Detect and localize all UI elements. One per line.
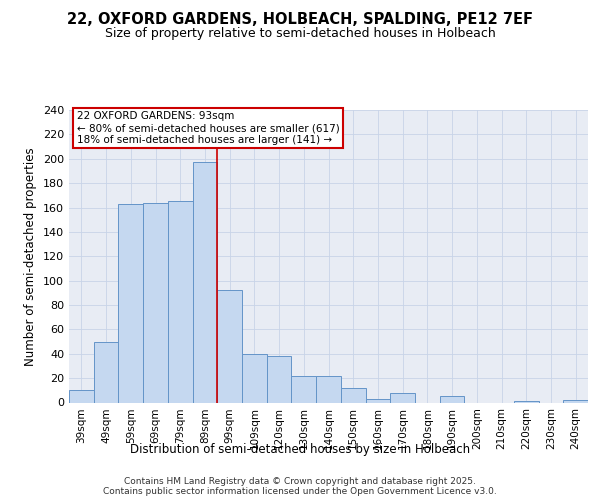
Bar [242, 354, 267, 403]
Bar [267, 356, 292, 403]
Text: Contains HM Land Registry data © Crown copyright and database right 2025.: Contains HM Land Registry data © Crown c… [124, 478, 476, 486]
Bar [94, 342, 118, 402]
Text: 22, OXFORD GARDENS, HOLBEACH, SPALDING, PE12 7EF: 22, OXFORD GARDENS, HOLBEACH, SPALDING, … [67, 12, 533, 28]
Bar [341, 388, 365, 402]
Text: Distribution of semi-detached houses by size in Holbeach: Distribution of semi-detached houses by … [130, 442, 470, 456]
Bar [292, 376, 316, 402]
Bar [118, 204, 143, 402]
Bar [365, 399, 390, 402]
Bar [563, 400, 588, 402]
Bar [193, 162, 217, 402]
Bar [440, 396, 464, 402]
Bar [316, 376, 341, 402]
Bar [390, 393, 415, 402]
Bar [217, 290, 242, 403]
Bar [143, 202, 168, 402]
Y-axis label: Number of semi-detached properties: Number of semi-detached properties [25, 147, 37, 366]
Text: Contains public sector information licensed under the Open Government Licence v3: Contains public sector information licen… [103, 487, 497, 496]
Bar [69, 390, 94, 402]
Text: Size of property relative to semi-detached houses in Holbeach: Size of property relative to semi-detach… [104, 28, 496, 40]
Bar [168, 202, 193, 402]
Text: 22 OXFORD GARDENS: 93sqm
← 80% of semi-detached houses are smaller (617)
18% of : 22 OXFORD GARDENS: 93sqm ← 80% of semi-d… [77, 112, 340, 144]
